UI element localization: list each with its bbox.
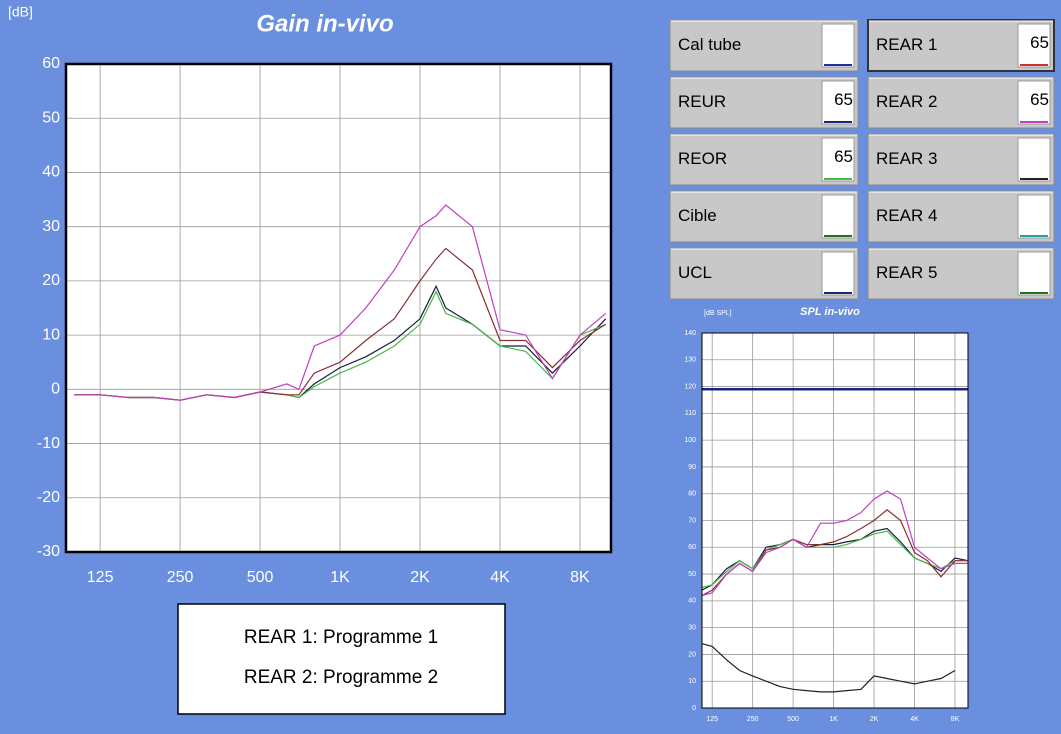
y-tick-label: 60: [688, 544, 696, 551]
plot-frame: [64, 62, 613, 554]
x-tick-label: 500: [787, 716, 799, 723]
y-tick-label: 10: [42, 326, 60, 343]
button-value: 65: [1030, 90, 1049, 109]
button-label: REOR: [678, 149, 727, 168]
y-tick-label: 10: [688, 678, 696, 685]
x-tick-label: 500: [247, 569, 274, 586]
value-box: [821, 194, 855, 239]
value-box: [821, 23, 855, 68]
value-box: [821, 251, 855, 296]
data-line: [701, 490, 968, 597]
button-label: REAR 1: [876, 35, 937, 54]
button-label: REAR 4: [876, 206, 937, 225]
value-box: [1017, 23, 1051, 68]
y-axis-label: [dB]: [8, 4, 33, 20]
y-tick-label: 30: [688, 624, 696, 631]
button-value: 65: [834, 147, 853, 166]
y-tick-label: 110: [685, 410, 696, 417]
y-tick-label: 0: [51, 381, 60, 398]
x-tick-label: 250: [747, 716, 759, 723]
value-box: [1017, 194, 1051, 239]
x-tick-label: 8K: [570, 569, 590, 586]
x-tick-label: 2K: [410, 569, 430, 586]
y-tick-label: 130: [684, 357, 696, 364]
button-value: 65: [1030, 33, 1049, 52]
x-tick-label: 125: [87, 569, 114, 586]
value-box: [1017, 80, 1051, 125]
y-tick-label: 40: [42, 164, 60, 181]
y-tick-label: 20: [688, 651, 696, 658]
y-tick-label: 50: [688, 571, 696, 578]
y-axis-label: [dB SPL]: [704, 310, 732, 317]
button-value: 65: [834, 90, 853, 109]
y-tick-label: 120: [684, 383, 696, 390]
x-tick-label: 8K: [951, 716, 960, 723]
value-box: [1017, 137, 1051, 182]
y-tick-label: 70: [688, 517, 696, 524]
button-label: REUR: [678, 92, 726, 111]
chart-title: Gain in-vivo: [256, 10, 393, 37]
chart-title: SPL in-vivo: [800, 306, 860, 318]
x-tick-label: 2K: [870, 716, 879, 723]
value-box: [821, 137, 855, 182]
y-tick-label: 30: [42, 218, 60, 235]
button-label: REAR 2: [876, 92, 937, 111]
button-label: Cal tube: [678, 35, 741, 54]
x-tick-label: 4K: [490, 569, 510, 586]
y-tick-label: 0: [692, 705, 696, 712]
x-tick-label: 4K: [910, 716, 919, 723]
y-tick-label: 100: [684, 437, 696, 444]
note-line: REAR 2: Programme 2: [244, 667, 438, 688]
button-label: UCL: [678, 263, 712, 282]
x-tick-label: 1K: [829, 716, 838, 723]
y-tick-label: 20: [42, 272, 60, 289]
plot-frame: [701, 332, 969, 709]
data-line: [701, 530, 968, 589]
y-tick-label: 90: [688, 464, 696, 471]
note-box: [177, 603, 506, 715]
button-label: REAR 5: [876, 263, 937, 282]
y-tick-label: -30: [37, 543, 60, 560]
y-tick-label: 40: [688, 598, 696, 605]
button-label: Cible: [678, 206, 717, 225]
data-line: [701, 643, 956, 693]
value-box: [1017, 251, 1051, 296]
plot-area: [66, 64, 611, 552]
note-line: REAR 1: Programme 1: [244, 627, 438, 648]
button-label: REAR 3: [876, 149, 937, 168]
y-tick-label: -10: [37, 435, 60, 452]
y-tick-label: 50: [42, 109, 60, 126]
y-tick-label: 60: [42, 55, 60, 72]
x-tick-label: 250: [167, 569, 194, 586]
y-tick-label: 140: [684, 330, 696, 337]
y-tick-label: -20: [37, 489, 60, 506]
value-box: [821, 80, 855, 125]
data-line: [74, 204, 607, 401]
y-tick-label: 80: [688, 491, 696, 498]
x-tick-label: 1K: [330, 569, 350, 586]
x-tick-label: 125: [706, 716, 718, 723]
